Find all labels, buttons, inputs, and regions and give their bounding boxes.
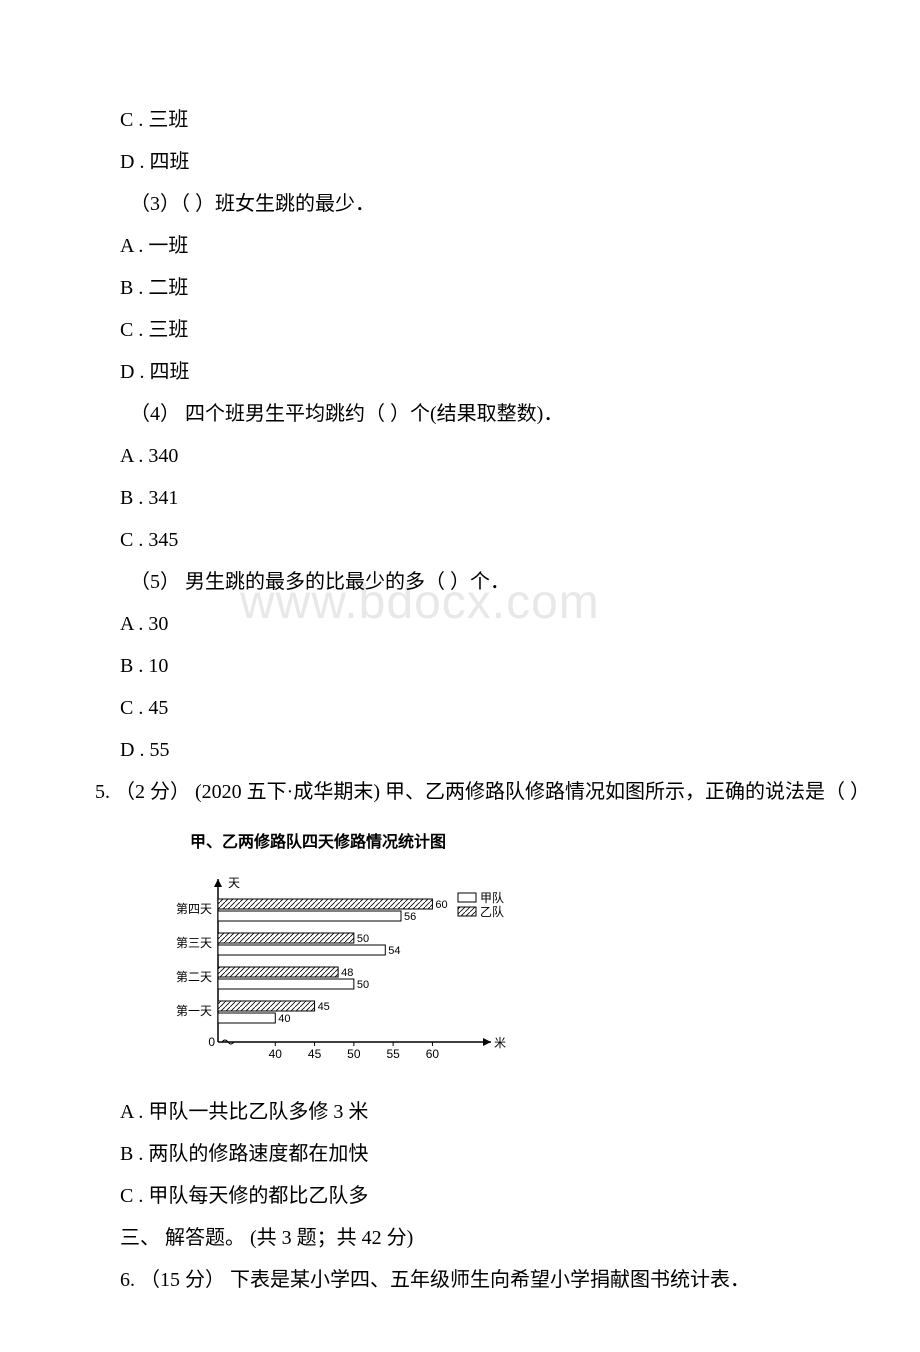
svg-text:50: 50 <box>347 1047 361 1061</box>
svg-text:第一天: 第一天 <box>176 1004 212 1018</box>
q2-option-d: D . 四班 <box>60 142 860 182</box>
q4-option-c: C . 345 <box>60 520 860 560</box>
q5-option-c: C . 45 <box>60 688 860 728</box>
q5main-option-a: A . 甲队一共比乙队多修 3 米 <box>60 1092 860 1132</box>
svg-text:55: 55 <box>386 1047 400 1061</box>
q3-prompt: （3）（ ）班女生跳的最少． <box>60 184 860 224</box>
bar-chart: 天米 0 40 45 50 55 60 60 56 第四天 50 54 第三天 48 50 第二天 45 40 第一… <box>150 867 520 1077</box>
svg-text:56: 56 <box>404 911 416 923</box>
q3-option-a: A . 一班 <box>60 226 860 266</box>
svg-text:50: 50 <box>357 979 369 991</box>
q6-prompt: 6. （15 分） 下表是某小学四、五年级师生向希望小学捐献图书统计表． <box>60 1260 860 1300</box>
svg-text:60: 60 <box>426 1047 440 1061</box>
q5-prompt: （5） 男生跳的最多的比最少的多（ ）个． <box>60 562 860 602</box>
q5main-option-c: C . 甲队每天修的都比乙队多 <box>60 1176 860 1216</box>
svg-text:45: 45 <box>318 1001 330 1013</box>
svg-text:40: 40 <box>269 1047 283 1061</box>
q2-option-c: C . 三班 <box>60 100 860 140</box>
svg-text:米: 米 <box>494 1036 506 1050</box>
svg-text:天: 天 <box>228 876 240 890</box>
chart-container: 甲、乙两修路队四天修路情况统计图 天米 0 40 45 50 55 60 60 56 第四天 50 5… <box>60 827 860 1077</box>
svg-text:0: 0 <box>208 1035 215 1049</box>
q5-option-b: B . 10 <box>60 646 860 686</box>
svg-text:甲队: 甲队 <box>480 890 504 905</box>
svg-text:第二天: 第二天 <box>176 970 212 984</box>
svg-text:60: 60 <box>435 899 447 911</box>
svg-text:40: 40 <box>278 1013 290 1025</box>
q3-option-d: D . 四班 <box>60 352 860 392</box>
svg-text:乙队: 乙队 <box>480 904 504 919</box>
q5main-prompt: 5. （2 分） (2020 五下·成华期末) 甲、乙两修路队修路情况如图所示，… <box>60 772 860 812</box>
section-3-header: 三、 解答题。 (共 3 题；共 42 分) <box>60 1218 860 1258</box>
q5-option-d: D . 55 <box>60 730 860 770</box>
q4-prompt: （4） 四个班男生平均跳约（ ）个(结果取整数)． <box>60 394 860 434</box>
q5-option-a: A . 30 <box>60 604 860 644</box>
document-content: C . 三班 D . 四班 （3）（ ）班女生跳的最少． A . 一班 B . … <box>60 100 860 1300</box>
q4-option-a: A . 340 <box>60 436 860 476</box>
svg-text:54: 54 <box>388 945 400 957</box>
svg-text:45: 45 <box>308 1047 322 1061</box>
svg-text:第三天: 第三天 <box>176 936 212 950</box>
chart-title: 甲、乙两修路队四天修路情况统计图 <box>150 827 860 859</box>
q5main-option-b: B . 两队的修路速度都在加快 <box>60 1134 860 1174</box>
svg-text:48: 48 <box>341 967 353 979</box>
q3-option-b: B . 二班 <box>60 268 860 308</box>
svg-text:50: 50 <box>357 933 369 945</box>
q3-option-c: C . 三班 <box>60 310 860 350</box>
q4-option-b: B . 341 <box>60 478 860 518</box>
svg-text:第四天: 第四天 <box>176 902 212 916</box>
